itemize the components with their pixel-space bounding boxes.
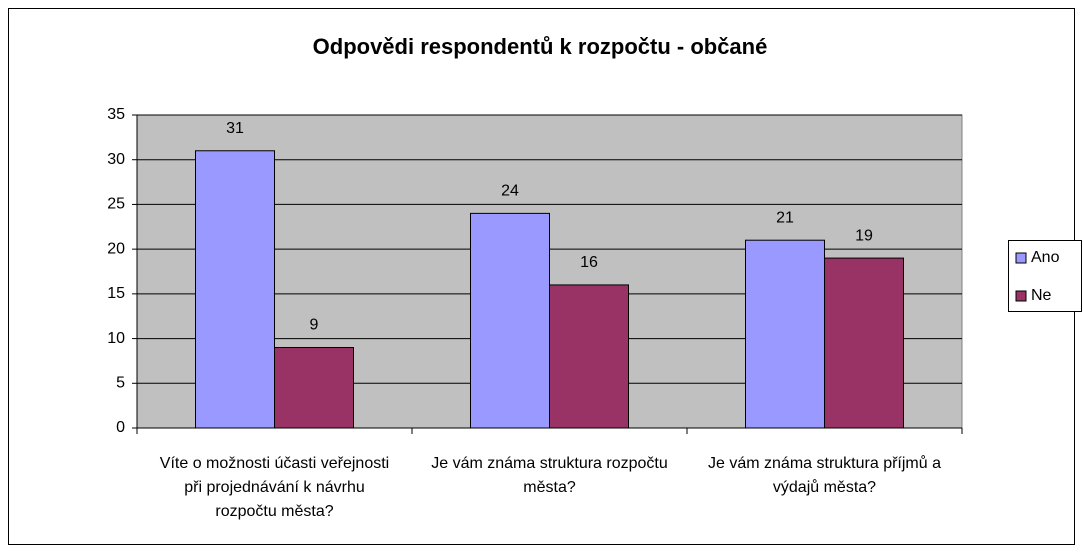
bar (745, 239, 825, 429)
legend-label: Ano (1031, 249, 1060, 266)
bar (470, 212, 550, 429)
bar (274, 347, 354, 429)
y-tick-label: 20 (107, 240, 125, 257)
data-label: 31 (226, 120, 244, 137)
bar (824, 257, 904, 429)
chart-title: Odpovědi respondentů k rozpočtu - občané (313, 34, 768, 59)
y-tick-label: 0 (116, 419, 125, 436)
y-tick-label: 5 (116, 375, 125, 392)
y-tick-label: 25 (107, 196, 125, 213)
y-tick-label: 10 (107, 330, 125, 347)
bar (195, 150, 275, 429)
x-tick-label: Víte o možnosti účasti veřejnosti při pr… (159, 455, 390, 520)
y-tick-label: 15 (107, 285, 125, 302)
y-tick-label: 35 (107, 106, 125, 123)
legend-swatch (1015, 252, 1027, 264)
y-tick-label: 30 (107, 151, 125, 168)
data-label: 21 (776, 209, 794, 226)
data-label: 19 (855, 227, 873, 244)
data-label: 16 (580, 254, 598, 271)
bar (549, 284, 629, 429)
legend-swatch (1015, 290, 1027, 302)
x-tick-label: Je vám známa struktura příjmů a výdajů m… (708, 455, 941, 496)
data-label: 24 (501, 183, 519, 200)
x-tick-label: Je vám známa struktura rozpočtu města? (431, 455, 668, 496)
legend-label: Ne (1031, 287, 1052, 304)
data-label: 9 (310, 317, 319, 334)
